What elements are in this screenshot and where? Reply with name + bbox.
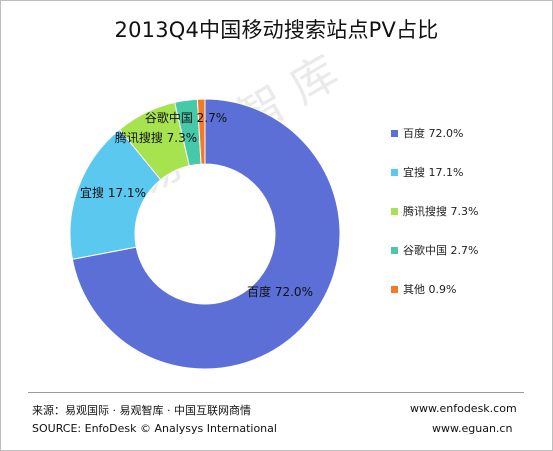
legend-item: 谷歌中国 2.7% [391,245,478,257]
legend-swatch [391,286,398,293]
source-en: SOURCE: EnfoDesk © Analysys Internationa… [32,422,277,435]
slice-label: 宜搜 17.1% [80,185,146,200]
legend-swatch [391,130,398,137]
legend-item: 其他 0.9% [391,284,456,296]
slice-label: 谷歌中国 2.7% [145,110,227,125]
footer-divider [28,392,524,393]
legend-item: 宜搜 17.1% [391,167,463,179]
legend-swatch [391,208,398,215]
legend-swatch [391,247,398,254]
legend-label: 百度 72.0% [403,127,464,140]
url-enfodesk: www.enfodesk.com [410,402,517,415]
slice-label: 百度 72.0% [247,284,313,299]
legend-swatch [391,169,398,176]
legend-label: 谷歌中国 2.7% [403,244,479,257]
legend-item: 百度 72.0% [391,128,463,140]
source-cn: 来源：易观国际 · 易观智库 · 中国互联网商情 [32,404,251,417]
pie-slice [71,98,341,370]
legend-label: 腾讯搜搜 7.3% [403,205,479,218]
chart-title: 2013Q4中国移动搜索站点PV占比 [114,18,439,42]
legend-item: 腾讯搜搜 7.3% [391,206,478,218]
pie-slice [196,98,206,165]
url-eguan: www.eguan.cn [432,422,513,435]
legend-label: 宜搜 17.1% [403,166,464,179]
legend-label: 其他 0.9% [403,283,457,296]
slice-label: 腾讯搜搜 7.3% [115,130,197,145]
